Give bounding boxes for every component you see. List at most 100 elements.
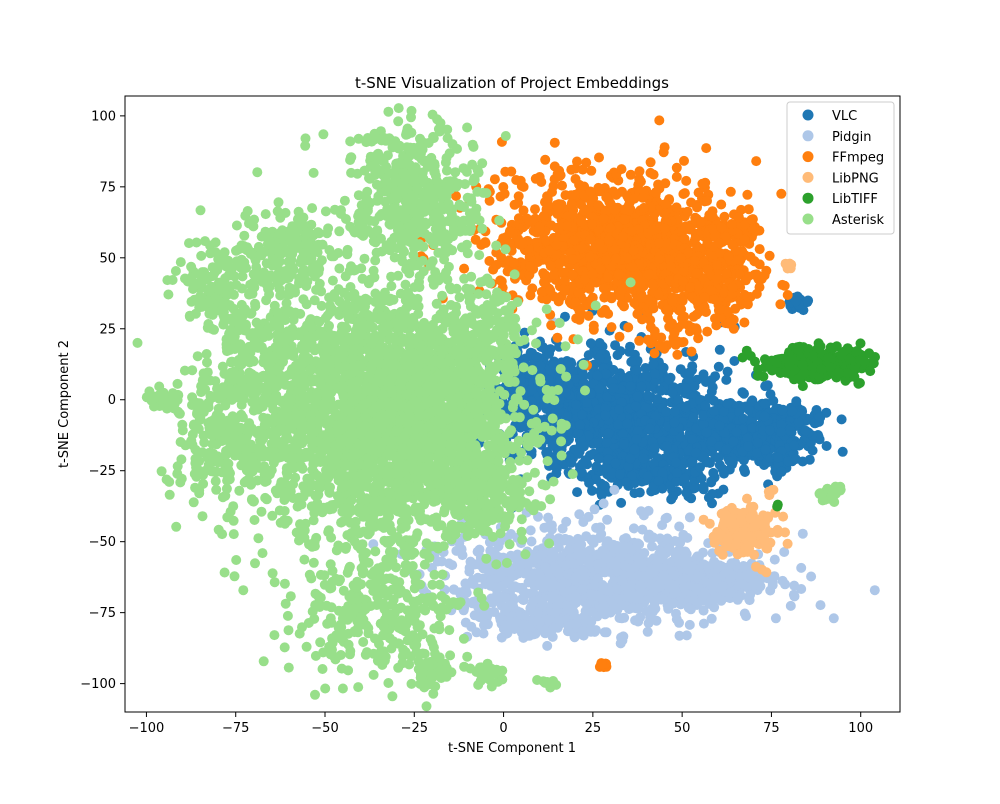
data-point xyxy=(686,346,697,357)
data-point xyxy=(563,621,574,632)
data-point xyxy=(594,533,605,543)
data-point xyxy=(721,268,732,279)
data-point xyxy=(652,394,663,404)
data-point xyxy=(567,270,578,280)
data-point xyxy=(764,425,775,436)
data-point xyxy=(525,261,536,272)
data-point xyxy=(714,238,725,249)
data-point xyxy=(564,544,575,555)
data-point xyxy=(496,632,507,643)
data-point xyxy=(645,157,656,168)
data-point xyxy=(721,444,732,455)
data-point xyxy=(701,427,712,438)
data-point xyxy=(800,425,811,436)
data-point xyxy=(459,263,470,274)
data-point xyxy=(681,175,692,186)
data-point xyxy=(594,353,605,364)
data-point xyxy=(517,238,528,249)
data-point xyxy=(664,374,675,385)
data-point xyxy=(617,600,628,611)
data-point xyxy=(562,603,573,614)
data-point xyxy=(837,446,848,457)
data-point xyxy=(576,467,587,478)
data-point xyxy=(601,553,612,564)
data-point xyxy=(698,410,709,421)
data-point xyxy=(569,235,580,245)
data-point xyxy=(684,512,695,523)
data-point xyxy=(671,171,682,182)
data-point xyxy=(714,344,725,355)
data-point xyxy=(610,253,621,264)
data-point xyxy=(738,413,748,424)
data-point xyxy=(714,560,725,571)
data-point xyxy=(577,584,588,595)
data-point xyxy=(650,603,661,614)
data-point xyxy=(545,285,556,296)
data-point xyxy=(494,592,505,603)
data-points-layer xyxy=(132,103,880,712)
data-point xyxy=(573,545,584,556)
data-point xyxy=(741,570,752,581)
data-point xyxy=(587,269,598,280)
data-point xyxy=(461,587,472,598)
data-point xyxy=(654,115,665,126)
data-point xyxy=(571,399,582,410)
data-point xyxy=(585,338,596,349)
data-point xyxy=(603,272,613,283)
data-point xyxy=(611,560,622,570)
data-point xyxy=(681,630,692,641)
data-point xyxy=(754,259,765,270)
data-point xyxy=(621,477,632,488)
data-point xyxy=(755,581,766,592)
data-point xyxy=(787,406,798,417)
data-point xyxy=(669,417,680,428)
data-point xyxy=(625,453,636,464)
data-point xyxy=(647,279,658,290)
data-point xyxy=(692,571,703,582)
data-point xyxy=(689,381,700,392)
data-point xyxy=(572,487,583,498)
data-point xyxy=(609,205,620,215)
data-point xyxy=(491,259,502,270)
data-point xyxy=(667,296,678,306)
data-point xyxy=(576,216,587,227)
data-point xyxy=(587,219,598,230)
data-point xyxy=(649,326,660,337)
data-point xyxy=(667,387,678,398)
data-point xyxy=(530,173,541,184)
data-point xyxy=(567,209,578,220)
data-point xyxy=(596,490,607,501)
data-point xyxy=(591,461,602,472)
data-point xyxy=(806,571,817,582)
data-point xyxy=(688,311,699,322)
data-point xyxy=(570,572,581,583)
data-point xyxy=(469,610,480,621)
data-point xyxy=(654,254,665,264)
data-point xyxy=(574,305,585,316)
data-point xyxy=(633,570,644,581)
data-point xyxy=(674,521,685,532)
data-point xyxy=(625,381,636,392)
data-point xyxy=(695,462,705,473)
data-point xyxy=(539,625,550,636)
data-point xyxy=(615,469,625,480)
data-point xyxy=(444,558,454,569)
data-point xyxy=(709,593,720,604)
data-point xyxy=(687,322,698,333)
data-point xyxy=(530,204,540,215)
data-point xyxy=(577,458,588,469)
data-point xyxy=(754,244,765,255)
data-point xyxy=(628,523,639,534)
data-point xyxy=(608,602,619,613)
data-point xyxy=(619,301,629,312)
data-point xyxy=(712,260,722,270)
data-point xyxy=(698,618,709,629)
data-point xyxy=(614,404,624,415)
data-point xyxy=(495,612,505,623)
data-point xyxy=(612,584,622,595)
data-point xyxy=(545,261,556,271)
data-point xyxy=(690,447,701,458)
data-point xyxy=(626,356,637,367)
data-point xyxy=(765,389,776,400)
data-point xyxy=(682,206,693,217)
